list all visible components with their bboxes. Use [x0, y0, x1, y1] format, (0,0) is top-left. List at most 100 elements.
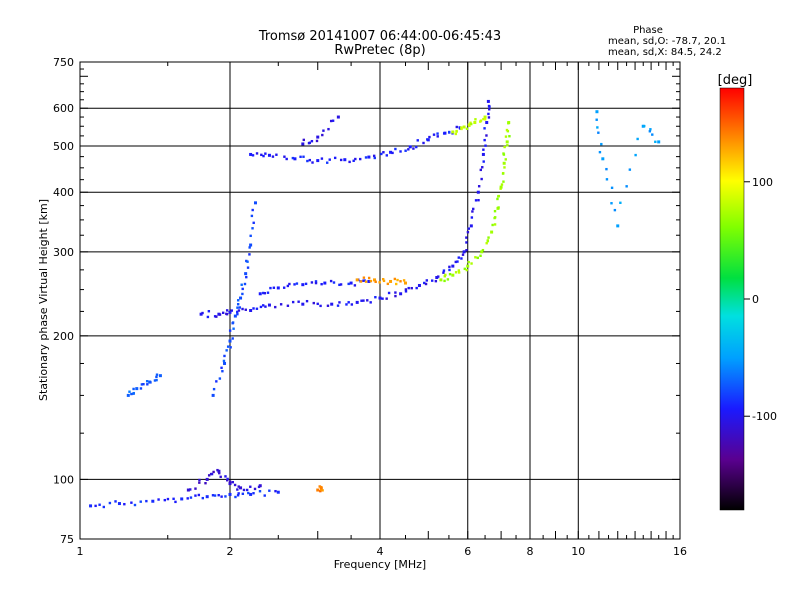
data-point — [224, 475, 227, 478]
data-point — [329, 279, 333, 283]
data-point — [114, 500, 117, 503]
data-point — [385, 297, 388, 300]
data-point — [394, 291, 397, 294]
x-tick-label: 10 — [571, 545, 585, 558]
data-point — [166, 497, 170, 501]
data-point — [497, 206, 500, 209]
data-point — [221, 311, 225, 314]
data-point — [598, 150, 602, 154]
data-point — [373, 278, 377, 282]
data-point — [394, 147, 397, 151]
data-point — [314, 280, 318, 283]
data-point — [222, 359, 226, 363]
data-points — [89, 99, 661, 509]
data-point — [197, 493, 201, 497]
data-point — [135, 387, 139, 391]
data-point — [469, 224, 473, 228]
data-point — [228, 492, 232, 496]
data-point — [410, 286, 413, 290]
chart-subtitle: RwPretec (8p) — [334, 43, 425, 58]
data-point — [355, 278, 359, 282]
data-point — [211, 494, 215, 497]
data-point — [299, 155, 302, 159]
data-point — [508, 135, 511, 138]
data-point — [243, 282, 247, 286]
x-tick-label: 8 — [527, 545, 534, 558]
data-point — [424, 282, 428, 286]
data-point — [306, 159, 309, 163]
data-point — [380, 152, 383, 156]
data-point — [425, 279, 429, 282]
data-point — [293, 283, 296, 286]
data-point — [462, 250, 466, 254]
data-point — [98, 503, 101, 506]
data-point — [308, 158, 312, 162]
data-point — [245, 488, 249, 492]
data-point — [329, 119, 333, 123]
data-point — [486, 99, 490, 103]
data-point — [225, 349, 228, 352]
data-point — [237, 485, 240, 488]
data-point — [245, 259, 248, 263]
data-point — [218, 313, 222, 316]
data-point — [415, 145, 418, 149]
data-point — [326, 304, 330, 307]
data-point — [474, 118, 477, 121]
data-point — [249, 243, 253, 247]
data-point — [454, 132, 458, 136]
data-point — [634, 153, 637, 157]
data-point — [207, 310, 211, 313]
data-point — [378, 281, 381, 284]
data-point — [417, 283, 421, 287]
data-point — [393, 277, 397, 281]
y-tick-label: 100 — [53, 473, 74, 486]
x-tick-label: 4 — [377, 545, 384, 558]
data-point — [465, 127, 469, 130]
data-point — [189, 496, 193, 499]
data-point — [455, 129, 458, 133]
data-point — [372, 154, 376, 158]
data-point — [333, 156, 337, 160]
data-point — [232, 327, 235, 330]
data-point — [228, 480, 232, 483]
data-point — [260, 153, 263, 157]
data-point — [367, 276, 371, 280]
data-point — [321, 489, 324, 492]
data-point — [506, 144, 509, 147]
data-point — [308, 141, 312, 144]
data-point — [465, 241, 468, 244]
data-point — [212, 387, 216, 391]
y-tick-label: 750 — [53, 56, 74, 69]
tick-labels: 1 2 4 6 8 10 16 75 100 200 300 400 500 600 750 — [53, 56, 687, 558]
data-point — [320, 282, 323, 286]
data-point — [145, 380, 149, 383]
data-point — [226, 345, 230, 348]
data-point — [332, 281, 336, 284]
colorbar-tick-label: 0 — [752, 293, 759, 306]
data-point — [619, 201, 622, 205]
data-point — [194, 487, 197, 490]
data-point — [157, 498, 160, 501]
data-point — [218, 471, 221, 475]
data-point — [139, 500, 142, 503]
data-point — [493, 209, 497, 213]
data-point — [297, 300, 300, 303]
data-point — [481, 248, 485, 252]
data-point — [236, 494, 240, 497]
data-point — [451, 130, 455, 134]
data-point — [389, 279, 393, 283]
data-point — [403, 281, 407, 285]
data-point — [263, 292, 267, 295]
data-point — [201, 311, 204, 315]
data-point — [451, 273, 455, 277]
data-point — [416, 139, 419, 142]
data-point — [616, 224, 620, 228]
data-point — [224, 495, 227, 498]
data-point — [223, 354, 226, 358]
data-point — [267, 153, 271, 157]
data-point — [205, 477, 209, 481]
data-point — [264, 305, 267, 308]
data-point — [386, 282, 390, 286]
data-point — [482, 117, 485, 121]
data-point — [505, 128, 509, 132]
